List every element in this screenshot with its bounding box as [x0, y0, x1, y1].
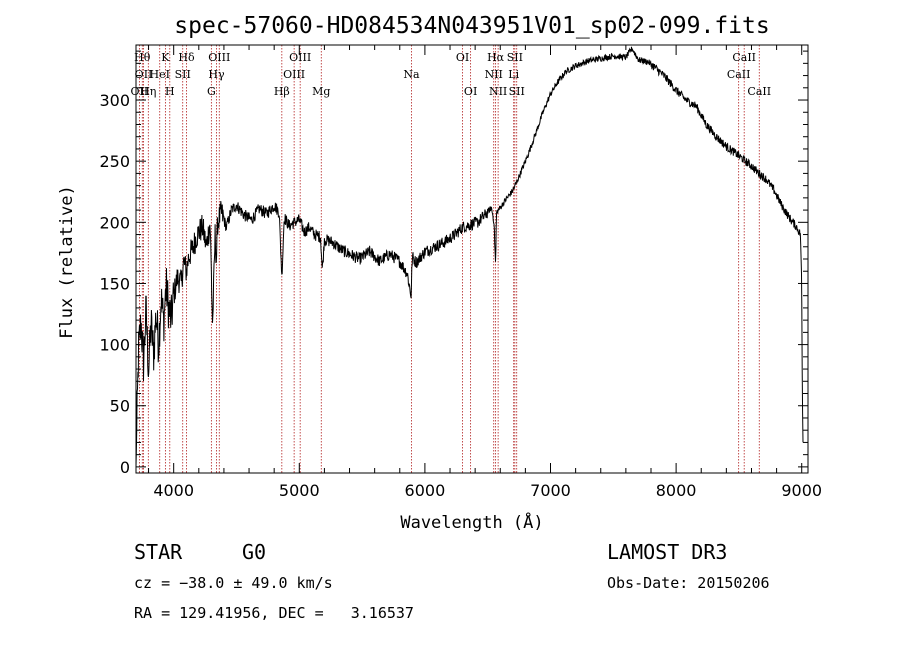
y-tick-label-6: 300 [99, 91, 130, 110]
y-tick-label-1: 50 [110, 397, 130, 416]
y-axis-label: Flux (relative) [57, 185, 77, 339]
plot-frame [135, 44, 809, 474]
x-tick-label-5: 9000 [781, 481, 822, 500]
y-axis-ticks: 0 50 100 150 200 250 300 [99, 50, 808, 477]
line-label-23: SII [507, 51, 523, 64]
x-tick-label-2: 6000 [405, 481, 446, 500]
x-tick-label-4: 8000 [656, 481, 697, 500]
y-tick-label-2: 100 [99, 336, 130, 355]
line-label-6: H [165, 85, 175, 98]
line-label-25: CaII [727, 68, 751, 81]
spectrum-chart: spec-57060-HD084534N043951V01_sp02-099.f… [57, 13, 822, 533]
line-label-21: NII [489, 85, 507, 98]
spectral-line-labels: OIIHθOIIHηHeIKHSIIHδGHγOIIIHβOIIIOIIIMgN… [131, 51, 772, 98]
observation-date: Obs-Date: 20150206 [607, 574, 770, 592]
spectral-line-markers [138, 45, 760, 473]
line-label-22: Li [508, 68, 519, 81]
line-label-17: OI [456, 51, 469, 64]
redshift-velocity: cz = −38.0 ± 49.0 km/s [134, 574, 333, 592]
survey-name: LAMOST DR3 [607, 540, 728, 564]
line-label-20: Hα [487, 51, 505, 64]
line-label-26: CaII [732, 51, 756, 64]
spectrum-line [135, 46, 804, 467]
line-label-18: OI [464, 85, 477, 98]
x-tick-label-3: 7000 [530, 481, 571, 500]
chart-title: spec-57060-HD084534N043951V01_sp02-099.f… [174, 13, 769, 39]
x-axis-label: Wavelength (Å) [400, 511, 543, 533]
line-label-4: HeI [150, 68, 170, 81]
y-tick-label-5: 250 [99, 152, 130, 171]
line-label-12: Hβ [274, 85, 290, 98]
line-label-8: Hδ [178, 51, 195, 64]
line-label-10: Hγ [208, 68, 225, 81]
y-tick-label-3: 150 [99, 274, 130, 293]
line-label-9: G [207, 85, 216, 98]
x-tick-label-1: 5000 [279, 481, 320, 500]
object-class: STAR [134, 540, 183, 564]
line-label-0: OII [131, 85, 149, 98]
line-label-15: Mg [312, 85, 330, 98]
x-axis-ticks: 4000 5000 6000 7000 8000 9000 [148, 45, 822, 500]
line-label-11: OIII [208, 51, 230, 64]
object-subclass: G0 [242, 540, 267, 564]
coordinates: RA = 129.41956, DEC = 3.16537 [134, 604, 414, 622]
y-tick-label-0: 0 [120, 458, 130, 477]
y-tick-label-4: 200 [99, 213, 130, 232]
line-label-7: SII [175, 68, 191, 81]
line-label-24: SII [509, 85, 525, 98]
line-label-5: K [161, 51, 170, 64]
line-label-2: OII [135, 68, 153, 81]
x-tick-label-0: 4000 [153, 481, 194, 500]
line-label-19: NII [485, 68, 503, 81]
line-label-1: Hθ [134, 51, 151, 64]
line-label-16: Na [403, 68, 420, 81]
line-label-13: OIII [283, 68, 305, 81]
line-label-27: CaII [747, 85, 771, 98]
line-label-14: OIII [289, 51, 311, 64]
line-label-3: Hη [140, 85, 156, 98]
